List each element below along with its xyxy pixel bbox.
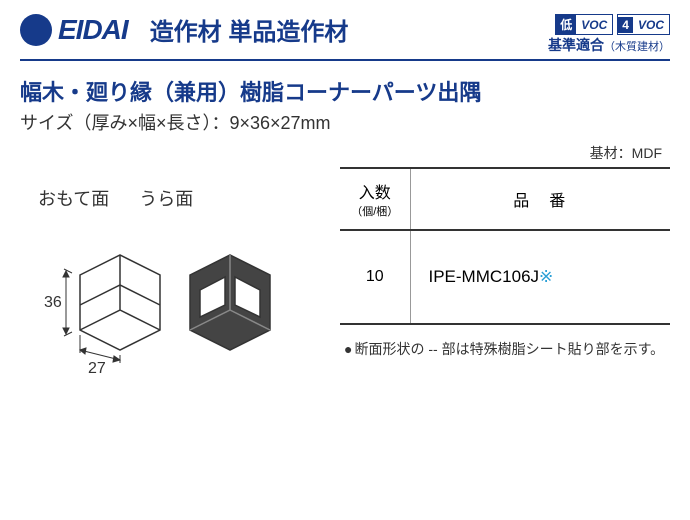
compliance-note: （木質建材） <box>604 41 670 53</box>
table-row: 10 IPE-MMC106J※ <box>340 230 670 324</box>
footnote-text: 断面形状の -- 部は特殊樹脂シート貼り部を示す。 <box>354 339 664 360</box>
qty-sub-label: （個/梱） <box>348 203 402 219</box>
badge-right: VOC <box>576 17 612 33</box>
product-title: 幅木・廻り縁（兼用）樹脂コーナーパーツ出隅 <box>20 75 670 107</box>
dim-depth: 27 <box>88 360 106 375</box>
table-area: 入数 （個/梱） 品 番 10 IPE-MMC106J※ ● <box>340 167 670 380</box>
table-header-row: 入数 （個/梱） 品 番 <box>340 168 670 230</box>
product-size: サイズ（厚み×幅×長さ）：9×36×27mm <box>20 109 670 135</box>
badges: 低 VOC 4 VOC 基準適合（木質建材） <box>548 14 670 55</box>
badge-row: 低 VOC 4 VOC <box>548 14 670 35</box>
logo: EIDAI <box>20 14 128 46</box>
face-back-label: うら面 <box>139 185 193 211</box>
logo-text: EIDAI <box>58 14 128 46</box>
cell-qty: 10 <box>340 230 410 324</box>
face-labels: おもて面 うら面 <box>38 185 320 211</box>
col-partno-header: 品 番 <box>410 168 670 230</box>
cell-partno: IPE-MMC106J※ <box>410 230 670 324</box>
qty-label: 入数 <box>359 185 391 202</box>
spec-table: 入数 （個/梱） 品 番 10 IPE-MMC106J※ <box>340 167 670 325</box>
badge-left: 4 <box>618 17 633 33</box>
divider <box>20 59 670 61</box>
partno-label: 品 番 <box>513 193 567 210</box>
compliance-text: 基準適合 <box>548 37 604 53</box>
face-front-label: おもて面 <box>38 185 109 211</box>
badge-4-voc: 4 VOC <box>617 14 670 35</box>
diagram-area: おもて面 うら面 36 <box>20 167 320 380</box>
badge-low-voc: 低 VOC <box>555 14 613 35</box>
logo-icon <box>20 14 52 46</box>
content: おもて面 うら面 36 <box>0 167 690 380</box>
dim-height: 36 <box>44 294 62 311</box>
col-qty-header: 入数 （個/梱） <box>340 168 410 230</box>
compliance-line: 基準適合（木質建材） <box>548 35 670 55</box>
material-note: 基材：MDF <box>0 143 662 163</box>
partno-value: IPE-MMC106J <box>429 267 540 286</box>
badge-right: VOC <box>633 17 669 33</box>
badge-left: 低 <box>556 15 576 34</box>
asterisk-icon: ※ <box>539 267 553 286</box>
footnote: ● 断面形状の -- 部は特殊樹脂シート貼り部を示す。 <box>344 339 670 360</box>
part-diagram: 36 27 <box>30 235 290 375</box>
bullet-icon: ● <box>344 339 352 360</box>
header-title: 造作材 単品造作材 <box>150 12 349 47</box>
